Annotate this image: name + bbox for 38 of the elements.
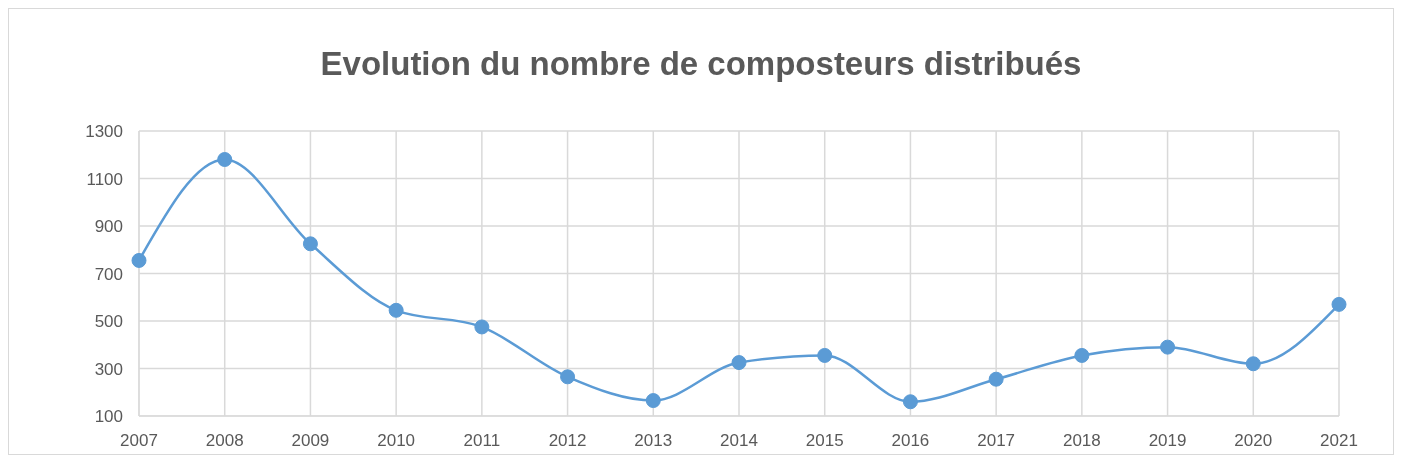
x-tick-label: 2011 — [463, 431, 501, 451]
point — [817, 347, 833, 363]
y-tick-label: 1100 — [86, 169, 123, 189]
x-tick-label: 2013 — [634, 431, 673, 451]
point — [1245, 356, 1261, 372]
point — [1160, 339, 1176, 355]
y-tick-label: 700 — [94, 264, 123, 284]
x-tick-label: 2020 — [1234, 431, 1273, 451]
x-tick-label: 2007 — [120, 431, 158, 451]
y-tick-label: 1300 — [85, 122, 123, 142]
x-tick-label: 2009 — [291, 431, 330, 451]
point — [645, 393, 661, 409]
x-tick-label: 2017 — [977, 431, 1016, 451]
x-tick-label: 2019 — [1148, 431, 1187, 451]
point — [474, 319, 490, 335]
point — [217, 152, 233, 167]
point — [131, 252, 147, 268]
point — [1074, 347, 1090, 363]
x-tick-label: 2010 — [377, 431, 416, 451]
x-tick-label: 2012 — [548, 431, 587, 451]
point — [988, 371, 1004, 387]
point — [302, 236, 318, 252]
point — [1331, 296, 1347, 312]
y-tick-label: 500 — [94, 312, 123, 332]
x-tick-label: 2018 — [1062, 431, 1101, 451]
point — [388, 302, 404, 318]
y-tick-label: 300 — [94, 359, 123, 379]
point — [560, 369, 576, 385]
x-tick-label: 2021 — [1320, 431, 1358, 451]
point — [902, 394, 918, 410]
y-tick-label: 100 — [94, 407, 123, 427]
x-tick-label: 2008 — [205, 431, 244, 451]
point — [731, 355, 747, 371]
x-tick-label: 2016 — [891, 431, 930, 451]
y-tick-label: 900 — [94, 217, 123, 237]
x-tick-label: 2015 — [805, 431, 844, 451]
x-tick-label: 2014 — [720, 431, 758, 451]
chart-title: Evolution du nombre de composteurs distribués — [319, 45, 1083, 83]
